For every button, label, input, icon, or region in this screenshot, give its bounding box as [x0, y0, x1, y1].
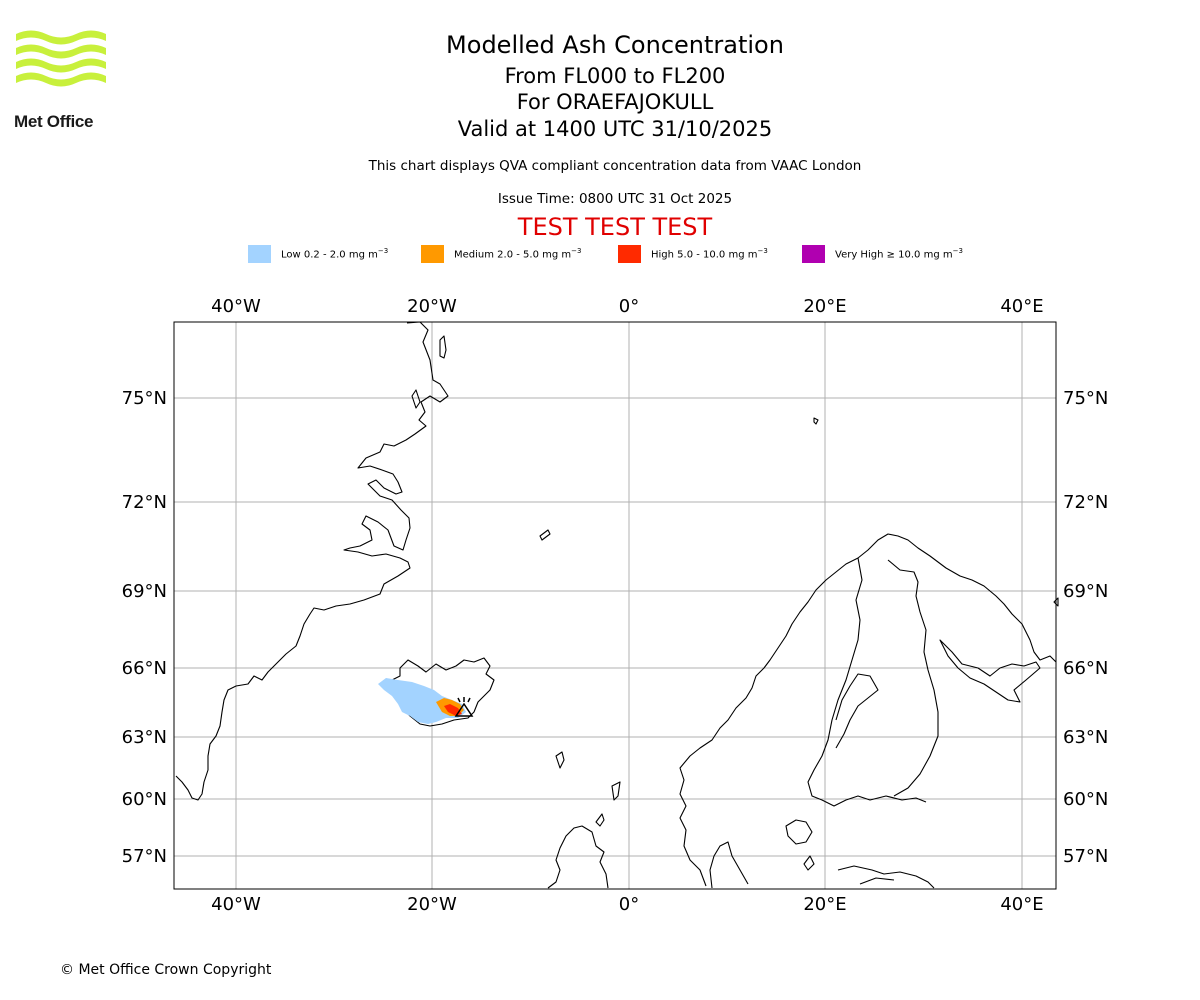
longitude-labels-top: 40°W 20°W 0° 20°E 40°E — [211, 296, 1043, 317]
legend-swatch-high — [618, 245, 641, 263]
volcano-triangle-icon — [454, 697, 474, 717]
lat-label: 72°N — [122, 492, 167, 513]
volcano-name: For ORAEFAJOKULL — [516, 90, 714, 114]
legend-item-medium: Medium 2.0 - 5.0 mg m−3 — [421, 244, 581, 264]
legend-swatch-very-high — [802, 245, 825, 263]
lat-label: 57°N — [122, 846, 167, 867]
legend-label-low: Low 0.2 - 2.0 mg m−3 — [281, 247, 389, 261]
test-banner: TEST TEST TEST — [517, 213, 713, 241]
lon-label: 20°W — [407, 894, 457, 915]
legend-label-medium: Medium 2.0 - 5.0 mg m−3 — [454, 247, 582, 261]
coastlines — [175, 321, 1059, 889]
lon-label: 20°E — [803, 894, 846, 915]
lat-label: 69°N — [122, 581, 167, 602]
greenland-coast — [175, 321, 449, 801]
lon-label: 40°W — [211, 894, 261, 915]
legend-label-very-high: Very High ≥ 10.0 mg m−3 — [835, 247, 963, 261]
lon-label: 40°W — [211, 296, 261, 317]
lon-label: 40°E — [1000, 894, 1043, 915]
latitude-labels-right: 75°N 72°N 69°N 66°N 63°N 60°N 57°N — [1063, 388, 1108, 867]
lon-label: 40°E — [1000, 296, 1043, 317]
lon-label: 20°E — [803, 296, 846, 317]
chart-description: This chart displays QVA compliant concen… — [368, 158, 862, 174]
lat-label: 69°N — [1063, 581, 1108, 602]
legend-item-high: High 5.0 - 10.0 mg m−3 — [618, 244, 768, 264]
legend-swatch-medium — [421, 245, 444, 263]
lat-label: 57°N — [1063, 846, 1108, 867]
latitude-labels-left: 75°N 72°N 69°N 66°N 63°N 60°N 57°N — [122, 388, 167, 867]
lat-label: 63°N — [1063, 727, 1108, 748]
met-office-wave-icon — [16, 30, 106, 87]
scandinavia-coast — [679, 533, 1057, 889]
flight-level-range: From FL000 to FL200 — [504, 64, 726, 88]
issue-time: Issue Time: 0800 UTC 31 Oct 2025 — [497, 191, 733, 207]
lat-label: 63°N — [122, 727, 167, 748]
lat-label: 60°N — [122, 789, 167, 810]
lat-label: 75°N — [1063, 388, 1108, 409]
britain-coast — [547, 825, 609, 889]
longitude-labels-bottom: 40°W 20°W 0° 20°E 40°E — [211, 894, 1043, 915]
map-frame — [173, 321, 1057, 890]
legend-item-low: Low 0.2 - 2.0 mg m−3 — [248, 244, 388, 264]
lat-label: 66°N — [1063, 658, 1108, 679]
lat-label: 60°N — [1063, 789, 1108, 810]
ash-plume — [378, 678, 474, 724]
lat-label: 72°N — [1063, 492, 1108, 513]
chart-title: Modelled Ash Concentration — [446, 31, 784, 59]
logo-text: Met Office — [14, 112, 94, 131]
map-gridlines — [174, 322, 1056, 889]
legend-label-high: High 5.0 - 10.0 mg m−3 — [651, 247, 768, 261]
lon-label: 0° — [619, 296, 639, 317]
legend-item-very-high: Very High ≥ 10.0 mg m−3 — [802, 244, 963, 264]
lat-label: 66°N — [122, 658, 167, 679]
lat-label: 75°N — [122, 388, 167, 409]
valid-time: Valid at 1400 UTC 31/10/2025 — [457, 117, 773, 141]
legend-swatch-low — [248, 245, 271, 263]
lon-label: 0° — [619, 894, 639, 915]
lon-label: 20°W — [407, 296, 457, 317]
copyright-notice: © Met Office Crown Copyright — [60, 962, 272, 978]
met-office-logo: Met Office — [14, 28, 106, 132]
